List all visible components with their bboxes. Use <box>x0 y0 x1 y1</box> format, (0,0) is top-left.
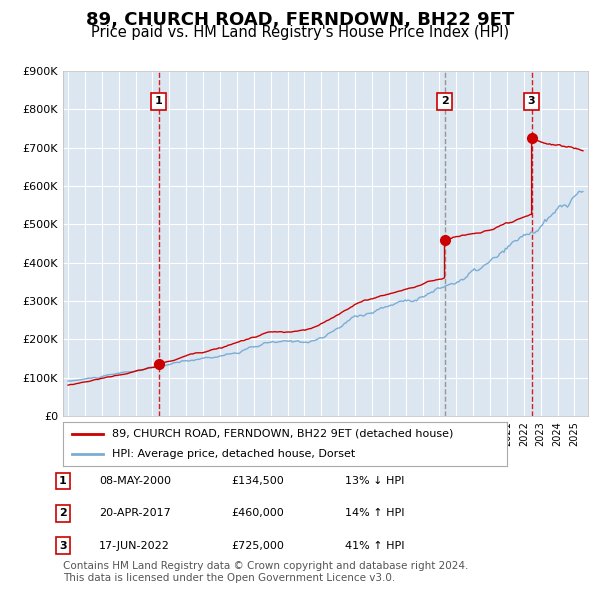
Text: 41% ↑ HPI: 41% ↑ HPI <box>345 541 404 550</box>
Text: 20-APR-2017: 20-APR-2017 <box>99 509 171 518</box>
Text: HPI: Average price, detached house, Dorset: HPI: Average price, detached house, Dors… <box>112 449 355 459</box>
Text: 13% ↓ HPI: 13% ↓ HPI <box>345 476 404 486</box>
Text: £134,500: £134,500 <box>231 476 284 486</box>
Text: 1: 1 <box>155 97 163 106</box>
Text: 08-MAY-2000: 08-MAY-2000 <box>99 476 171 486</box>
Text: 3: 3 <box>59 541 67 550</box>
Text: 89, CHURCH ROAD, FERNDOWN, BH22 9ET: 89, CHURCH ROAD, FERNDOWN, BH22 9ET <box>86 11 514 29</box>
Text: 2: 2 <box>59 509 67 518</box>
Text: 2: 2 <box>440 97 448 106</box>
Text: Contains HM Land Registry data © Crown copyright and database right 2024.
This d: Contains HM Land Registry data © Crown c… <box>63 561 469 583</box>
Text: 17-JUN-2022: 17-JUN-2022 <box>99 541 170 550</box>
Text: 1: 1 <box>59 476 67 486</box>
Text: 14% ↑ HPI: 14% ↑ HPI <box>345 509 404 518</box>
Text: £460,000: £460,000 <box>231 509 284 518</box>
Text: 89, CHURCH ROAD, FERNDOWN, BH22 9ET (detached house): 89, CHURCH ROAD, FERNDOWN, BH22 9ET (det… <box>112 429 453 439</box>
Text: 3: 3 <box>528 97 535 106</box>
Text: £725,000: £725,000 <box>231 541 284 550</box>
Text: Price paid vs. HM Land Registry's House Price Index (HPI): Price paid vs. HM Land Registry's House … <box>91 25 509 40</box>
